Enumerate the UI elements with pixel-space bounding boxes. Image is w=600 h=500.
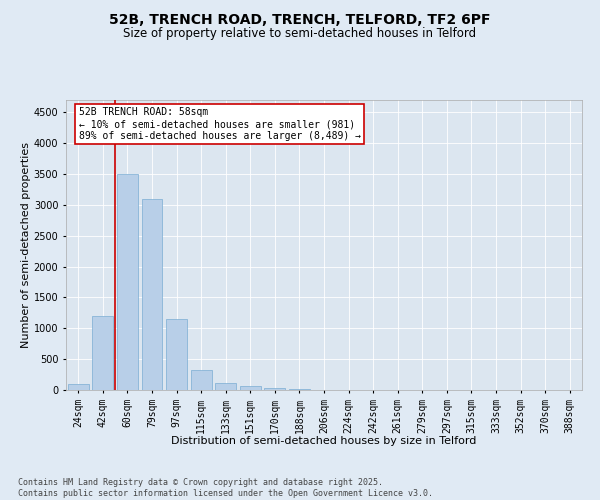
- Text: Contains HM Land Registry data © Crown copyright and database right 2025.
Contai: Contains HM Land Registry data © Crown c…: [18, 478, 433, 498]
- X-axis label: Distribution of semi-detached houses by size in Telford: Distribution of semi-detached houses by …: [172, 436, 476, 446]
- Text: 52B, TRENCH ROAD, TRENCH, TELFORD, TF2 6PF: 52B, TRENCH ROAD, TRENCH, TELFORD, TF2 6…: [109, 12, 491, 26]
- Bar: [265, 388, 286, 390]
- Bar: [117, 174, 138, 390]
- Y-axis label: Number of semi-detached properties: Number of semi-detached properties: [21, 142, 31, 348]
- Bar: [191, 370, 212, 390]
- Bar: [166, 319, 187, 390]
- Bar: [142, 198, 163, 390]
- Bar: [68, 384, 89, 390]
- Text: Size of property relative to semi-detached houses in Telford: Size of property relative to semi-detach…: [124, 28, 476, 40]
- Text: 52B TRENCH ROAD: 58sqm
← 10% of semi-detached houses are smaller (981)
89% of se: 52B TRENCH ROAD: 58sqm ← 10% of semi-det…: [79, 108, 361, 140]
- Bar: [240, 386, 261, 390]
- Bar: [92, 316, 113, 390]
- Bar: [215, 382, 236, 390]
